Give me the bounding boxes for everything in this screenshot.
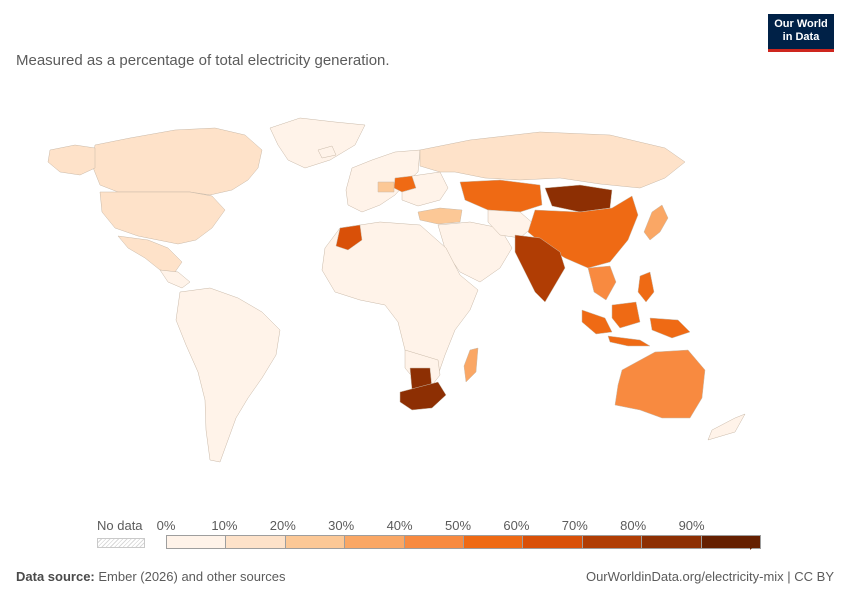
legend-tick-label: 60% xyxy=(503,518,530,533)
region-Canada[interactable] xyxy=(91,127,263,196)
logo-line-2: in Data xyxy=(782,31,820,43)
region-Central America[interactable] xyxy=(159,269,191,289)
region-Japan[interactable] xyxy=(643,204,669,241)
region-India[interactable] xyxy=(514,234,566,303)
legend-bin-0 xyxy=(166,535,227,549)
region-Vietnam[interactable] xyxy=(587,265,617,301)
legend-tick-label: 50% xyxy=(444,518,472,533)
legend-tick-label: 20% xyxy=(269,518,296,533)
legend-bin-1 xyxy=(226,535,286,549)
region-Mongolia[interactable] xyxy=(544,184,613,213)
legend-tick-label: 30% xyxy=(328,518,355,533)
legend-bin-2 xyxy=(285,535,346,549)
region-Iceland[interactable] xyxy=(317,145,337,159)
region-United States[interactable] xyxy=(99,191,226,245)
legend-arrow-icon xyxy=(750,536,757,550)
legend-tick-label: 70% xyxy=(561,518,588,533)
legend-bin-3 xyxy=(345,535,405,549)
data-source-text: Ember (2026) and other sources xyxy=(94,569,286,584)
region-South America[interactable] xyxy=(175,287,281,463)
region-Eastern Europe[interactable] xyxy=(401,171,449,207)
region-Madagascar[interactable] xyxy=(463,347,479,383)
region-Australia[interactable] xyxy=(614,349,706,419)
region-Turkey[interactable] xyxy=(417,207,463,225)
legend-color-scale xyxy=(166,535,761,549)
legend-tick-label: 0% xyxy=(156,518,176,533)
legend-bin-9 xyxy=(701,535,761,549)
source-url-link[interactable]: OurWorldinData.org/electricity-mix | CC … xyxy=(585,569,834,584)
legend-bin-5 xyxy=(463,535,524,549)
region-Greenland[interactable] xyxy=(269,117,366,169)
region-South Africa[interactable] xyxy=(399,381,447,411)
legend-bin-8 xyxy=(642,535,702,549)
legend-tick-label: 10% xyxy=(211,518,238,533)
region-Czechia[interactable] xyxy=(377,181,395,193)
legend-no-data-label: No data xyxy=(97,518,143,533)
data-source-label: Data source: xyxy=(16,569,95,584)
logo-line-1: Our World xyxy=(774,18,828,30)
legend-bin-4 xyxy=(404,535,464,549)
legend-tick-label: 90% xyxy=(678,518,705,533)
chart-subtitle: Measured as a percentage of total electr… xyxy=(16,52,390,69)
region-Morocco[interactable] xyxy=(335,224,363,251)
region-Alaska[interactable] xyxy=(47,144,96,176)
data-source: Data source: Ember (2026) and other sour… xyxy=(16,569,286,584)
region-Russia[interactable] xyxy=(419,131,686,189)
legend-bin-7 xyxy=(582,535,643,549)
owid-logo[interactable]: Our World in Data xyxy=(768,14,834,52)
region-Philippines[interactable] xyxy=(637,271,655,303)
legend-tick-label: 40% xyxy=(386,518,413,533)
legend-bin-6 xyxy=(523,535,583,549)
region-Kazakhstan[interactable] xyxy=(459,179,543,213)
region-Indonesia[interactable] xyxy=(581,301,691,347)
region-New Zealand[interactable] xyxy=(707,413,746,441)
legend-tick-label: 80% xyxy=(620,518,647,533)
legend-no-data-swatch xyxy=(97,538,145,548)
